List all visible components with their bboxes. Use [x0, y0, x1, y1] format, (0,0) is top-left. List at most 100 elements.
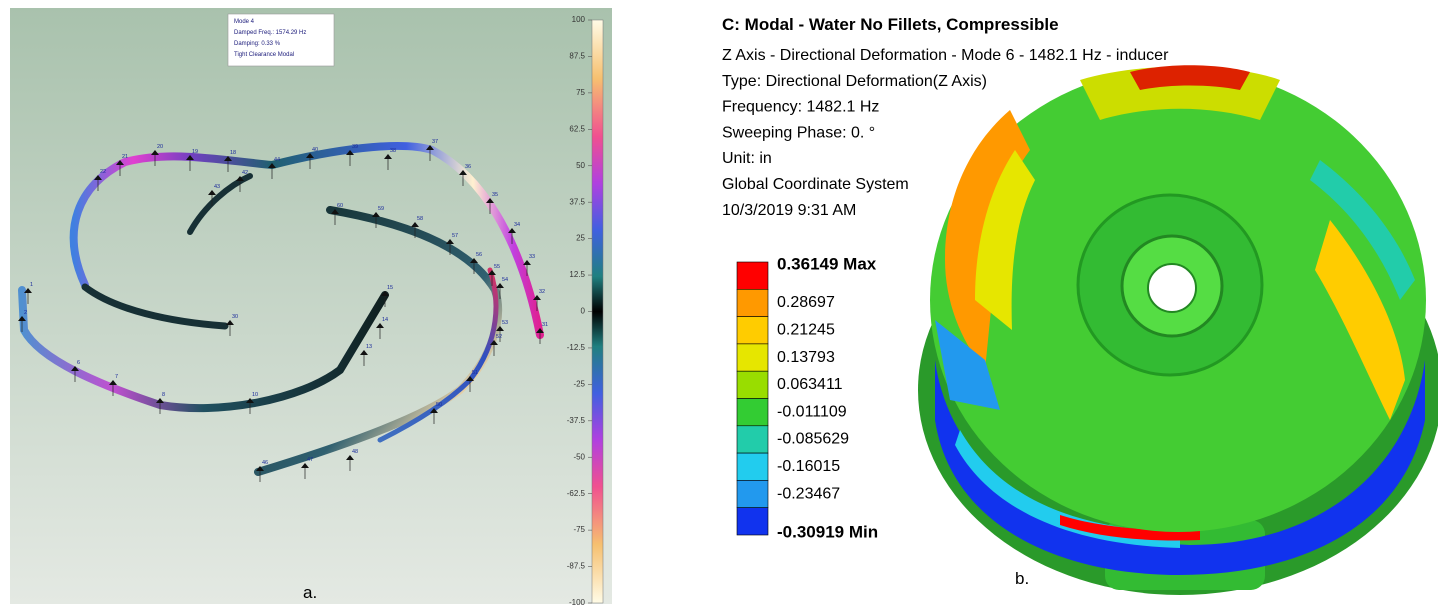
info-text: Damping: 0.33 % — [234, 41, 281, 47]
node-label: 30 — [232, 314, 238, 320]
legend-swatch — [737, 399, 768, 426]
caption: a. — [303, 583, 317, 602]
legend-label: -0.23467 — [777, 485, 840, 502]
node-label: 55 — [494, 264, 500, 270]
legend-swatch — [737, 262, 768, 289]
colorbar-tick-label: 25 — [576, 234, 585, 243]
node-label: 35 — [492, 192, 498, 198]
legend-swatch — [737, 371, 768, 398]
node-label: 50 — [436, 402, 442, 408]
title: C: Modal - Water No Fillets, Compressibl… — [722, 15, 1059, 34]
node-label: 47 — [307, 457, 313, 463]
figure: Mode 4 Damped Freq.: 1574.29 Hz Damping:… — [0, 0, 1438, 611]
info-text: Tight Clearance Modal — [234, 52, 294, 58]
node-label: 39 — [352, 144, 358, 150]
node-label: 8 — [162, 392, 165, 398]
colorbar-tick-label: -62.5 — [567, 489, 586, 498]
node-label: 48 — [352, 449, 358, 455]
node-label: 22 — [100, 169, 106, 175]
node-label: 34 — [514, 222, 520, 228]
node-label: 52 — [496, 334, 502, 340]
colorbar-tick-label: -87.5 — [567, 562, 586, 571]
info-line: Z Axis - Directional Deformation - Mode … — [722, 47, 1169, 64]
page: Modal analysis figure html, body { margi… — [0, 0, 1438, 611]
node-label: 10 — [252, 392, 258, 398]
legend-label: 0.36149 Max — [777, 254, 877, 273]
node-label: 59 — [378, 206, 384, 212]
legend-swatch — [737, 289, 768, 316]
colorbar-tick-label: 0 — [581, 307, 586, 316]
legend-swatch — [737, 480, 768, 507]
legend-label: -0.30919 Min — [777, 522, 878, 541]
legend: 0.36149 Max 0.28697 0.21245 0.13793 0.063411… — [737, 254, 878, 541]
info-line: Global Coordinate System — [722, 176, 909, 193]
node-label: 31 — [542, 322, 548, 328]
colorbar-tick-label: 37.5 — [569, 197, 585, 206]
legend-label: -0.16015 — [777, 458, 840, 475]
body: { "panel_a": { "info": ["Mode 4", "Dampe… — [0, 0, 1438, 611]
node-label: 32 — [539, 289, 545, 295]
node-label: 60 — [337, 203, 343, 209]
panel-a: Mode 4 Damped Freq.: 1574.29 Hz Damping:… — [10, 8, 612, 607]
hub-bore — [1148, 264, 1196, 312]
legend-swatch — [737, 508, 768, 535]
info-text: Mode 4 — [234, 19, 255, 25]
legend-label: 0.21245 — [777, 321, 835, 338]
node-label: 51 — [472, 370, 478, 376]
node-label: 19 — [192, 149, 198, 155]
node-label: 2 — [24, 310, 27, 316]
colorbar-tick-label: -12.5 — [567, 343, 586, 352]
node-label: 7 — [115, 374, 118, 380]
colorbar-tick-label: 50 — [576, 161, 585, 170]
colorbar-tick-label: -100 — [569, 598, 586, 607]
node-label: 33 — [529, 254, 535, 260]
node-label: 37 — [432, 139, 438, 145]
info-line: 10/3/2019 9:31 AM — [722, 202, 856, 219]
info-text: Damped Freq.: 1574.29 Hz — [234, 30, 306, 36]
legend-label: 0.063411 — [777, 376, 843, 393]
node-label: 15 — [387, 285, 393, 291]
node-label: 46 — [262, 460, 268, 466]
info-line: Frequency: 1482.1 Hz — [722, 99, 879, 116]
node-label: 21 — [122, 154, 128, 160]
node-label: 38 — [390, 148, 396, 154]
node-label: 13 — [366, 344, 372, 350]
node-label: 58 — [417, 216, 423, 222]
colorbar — [592, 20, 603, 603]
node-label: 57 — [452, 233, 458, 239]
info-line: Sweeping Phase: 0. ° — [722, 124, 875, 141]
node-label: 56 — [476, 252, 482, 258]
legend-label: 0.13793 — [777, 349, 835, 366]
colorbar-tick-label: -75 — [573, 525, 585, 534]
legend-swatch — [737, 453, 768, 480]
legend-label: -0.085629 — [777, 431, 849, 448]
colorbar-tick-label: 87.5 — [569, 52, 585, 61]
viewport-background — [10, 8, 612, 604]
legend-label: -0.011109 — [777, 403, 847, 420]
colorbar-tick-label: -37.5 — [567, 416, 586, 425]
node-label: 36 — [465, 164, 471, 170]
colorbar-tick-label: 62.5 — [569, 124, 585, 133]
legend-swatch — [737, 317, 768, 344]
inducer-model — [918, 65, 1438, 595]
colorbar-tick-label: -50 — [573, 452, 585, 461]
colorbar-tick-label: 12.5 — [569, 270, 585, 279]
node-label: 40 — [312, 147, 318, 153]
legend-label: 0.28697 — [777, 294, 835, 311]
colorbar-tick-label: 75 — [576, 88, 585, 97]
colorbar-tick-label: -25 — [573, 379, 585, 388]
node-label: 43 — [214, 184, 220, 190]
node-label: 53 — [502, 320, 508, 326]
node-label: 54 — [502, 277, 508, 283]
legend-swatch — [737, 344, 768, 371]
node-label: 6 — [77, 360, 80, 366]
legend-swatch — [737, 426, 768, 453]
caption: b. — [1015, 569, 1029, 588]
info-line: Unit: in — [722, 150, 772, 167]
node-label: 20 — [157, 144, 163, 150]
colorbar-tick-label: 100 — [572, 15, 586, 24]
node-label: 1 — [30, 282, 33, 288]
node-label: 42 — [242, 170, 248, 176]
panel-b: C: Modal - Water No Fillets, Compressibl… — [722, 15, 1438, 595]
node-label: 14 — [382, 317, 388, 323]
